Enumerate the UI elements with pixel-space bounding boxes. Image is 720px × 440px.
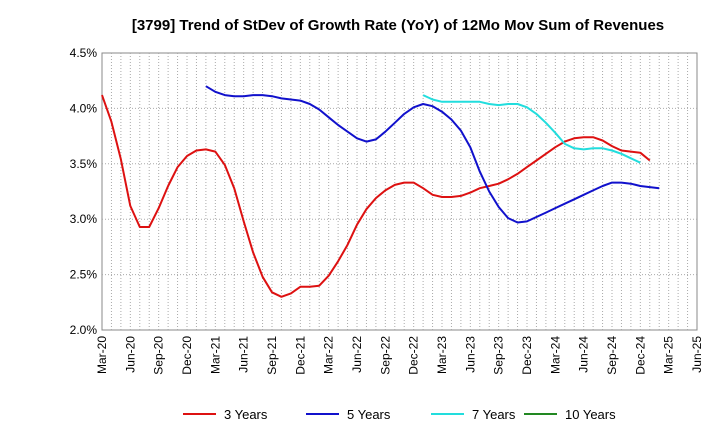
series-line <box>205 85 660 224</box>
legend-label: 7 Years <box>472 407 516 422</box>
y-tick-label: 3.5% <box>70 157 98 171</box>
x-tick-label: Jun-20 <box>123 336 137 373</box>
x-tick-label: Dec-21 <box>293 336 307 375</box>
series-lines <box>101 85 660 298</box>
legend-item: 3 Years <box>183 407 268 422</box>
legend-label: 3 Years <box>224 407 268 422</box>
x-tick-label: Sep-22 <box>378 336 392 375</box>
x-tick-label: Mar-21 <box>208 336 222 374</box>
y-tick-label: 4.5% <box>70 46 98 60</box>
x-tick-label: Dec-22 <box>407 336 421 375</box>
y-tick-label: 3.0% <box>70 212 98 226</box>
legend-item: 10 Years <box>524 407 616 422</box>
x-tick-label: Mar-25 <box>662 336 676 374</box>
x-tick-label: Mar-20 <box>95 336 109 374</box>
legend-label: 10 Years <box>565 407 616 422</box>
x-tick-label: Mar-22 <box>322 336 336 374</box>
x-tick-label: Dec-24 <box>633 336 647 375</box>
x-tick-label: Sep-20 <box>152 336 166 375</box>
x-tick-label: Jun-25 <box>690 336 704 373</box>
axes: 2.0% 2.5% 3.0% 3.5% 4.0% 4.5% Mar-20 Jun-20 Sep-… <box>70 46 704 375</box>
x-tick-label: Mar-24 <box>548 336 562 374</box>
x-tick-label: Sep-21 <box>265 336 279 375</box>
series-3-years <box>101 94 651 298</box>
series-line <box>422 94 641 164</box>
grid <box>101 52 698 331</box>
y-tick-label: 2.0% <box>70 323 98 337</box>
series-line <box>101 94 651 298</box>
legend-label: 5 Years <box>347 407 391 422</box>
x-tick-label: Jun-22 <box>350 336 364 373</box>
x-tick-label: Jun-23 <box>463 336 477 373</box>
legend-item: 5 Years <box>306 407 391 422</box>
x-tick-label: Mar-23 <box>435 336 449 374</box>
x-tick-label: Sep-23 <box>492 336 506 375</box>
x-tick-label: Dec-20 <box>180 336 194 375</box>
series-5-years <box>205 85 660 224</box>
y-tick-label: 4.0% <box>70 101 98 115</box>
plot-area <box>101 52 698 331</box>
x-tick-label: Jun-24 <box>577 336 591 373</box>
y-tick-label: 2.5% <box>70 268 98 282</box>
legend-item: 7 Years <box>431 407 516 422</box>
x-tick-label: Dec-23 <box>520 336 534 375</box>
series-7-years <box>422 94 641 164</box>
chart-title: [3799] Trend of StDev of Growth Rate (Yo… <box>132 17 664 34</box>
x-tick-label: Sep-24 <box>605 336 619 375</box>
x-tick-label: Jun-21 <box>237 336 251 373</box>
legend: 3 Years 5 Years 7 Years 10 Years <box>183 407 616 422</box>
